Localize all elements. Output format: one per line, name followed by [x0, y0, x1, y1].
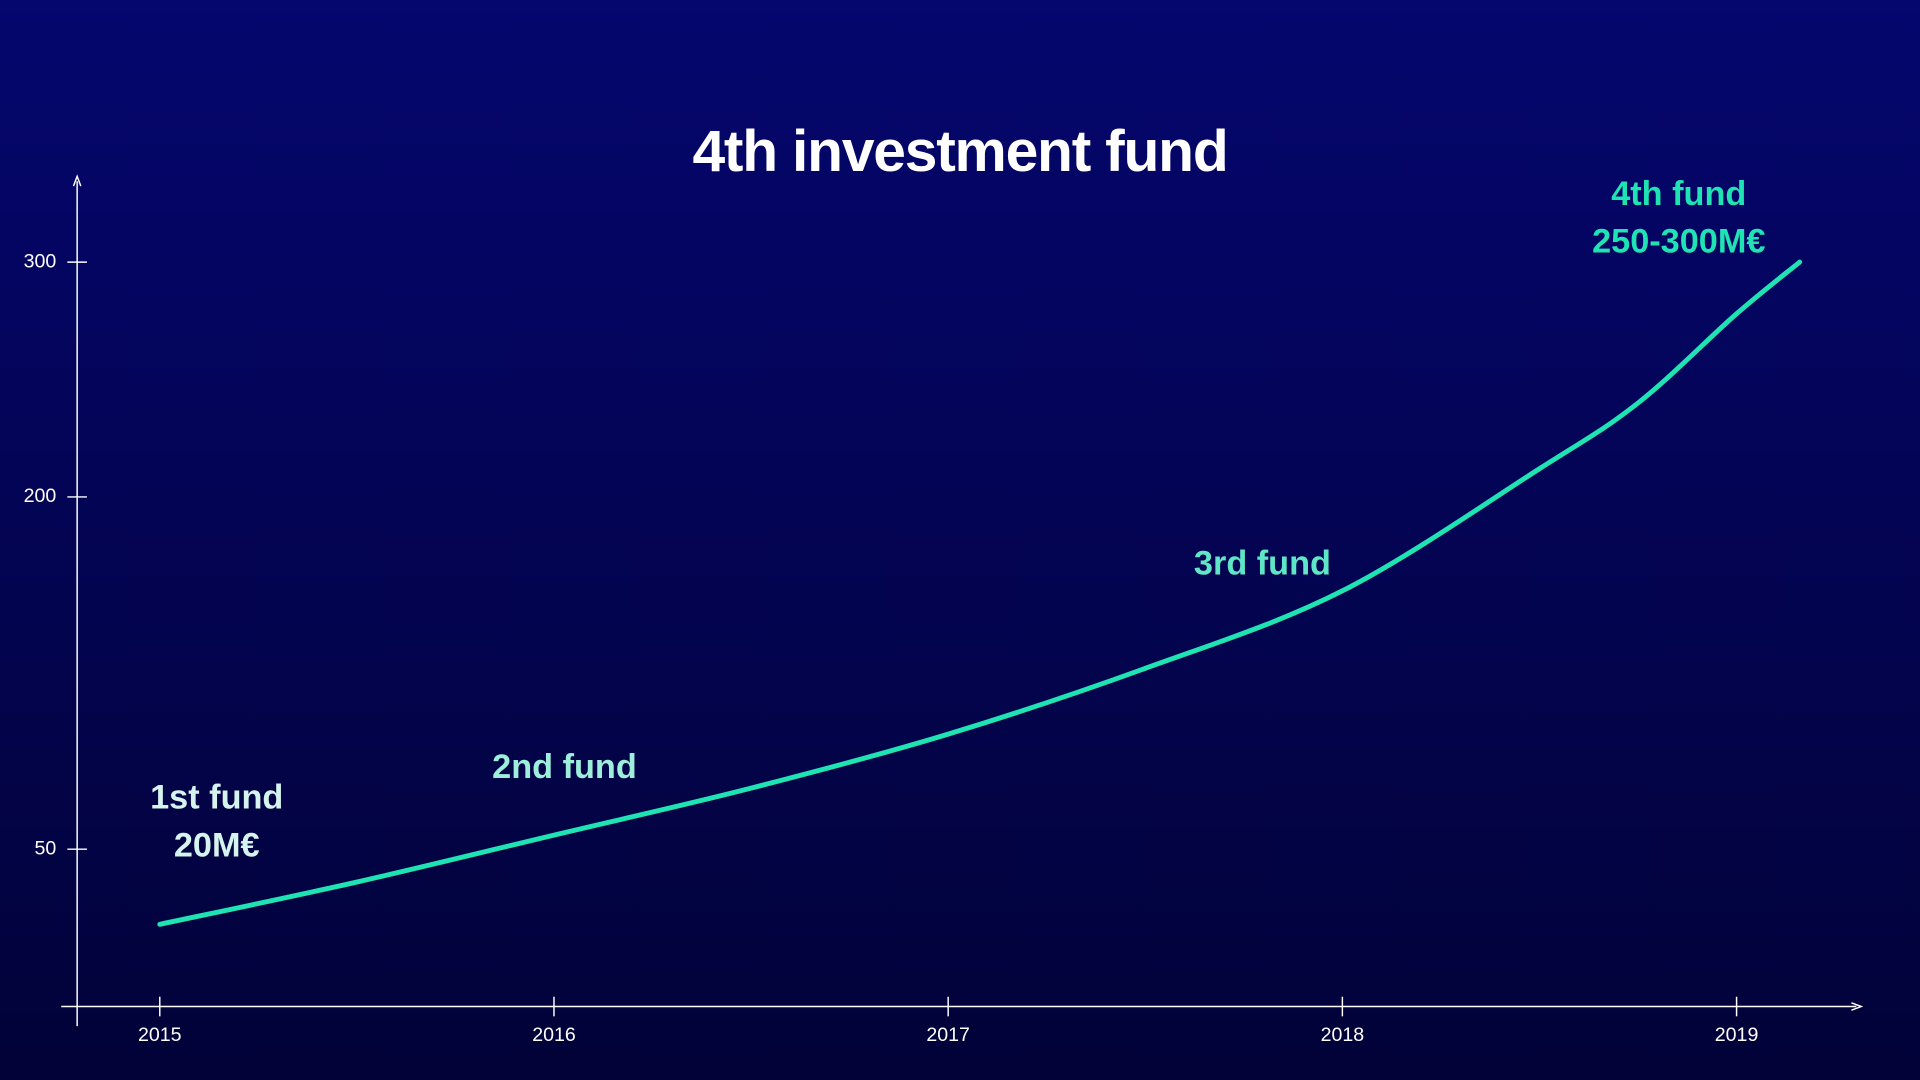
annotation-line: 250-300M€ — [1592, 223, 1765, 261]
x-tick-label: 2016 — [532, 1024, 576, 1046]
line-series — [157, 259, 1803, 927]
chart-title: 4th investment fund — [692, 119, 1227, 184]
annotation: 2nd fund — [492, 748, 637, 786]
y-tick-label: 50 — [35, 837, 57, 859]
annotation-line: 1st fund — [150, 779, 283, 817]
y-tick-label: 200 — [24, 485, 57, 507]
annotation-line: 20M€ — [174, 826, 260, 864]
annotation-line: 4th fund — [1611, 175, 1746, 213]
annotation: 3rd fund — [1194, 545, 1331, 583]
x-axis-arrow — [1851, 1002, 1864, 1011]
y-axis-arrow — [72, 174, 82, 187]
annotation: 1st fund 20M€ — [150, 779, 283, 865]
annotation-line: 2nd fund — [492, 748, 637, 786]
x-tick-label: 2018 — [1321, 1024, 1365, 1046]
annotation: 4th fund 250-300M€ — [1592, 175, 1765, 261]
x-tick-label: 2019 — [1715, 1024, 1759, 1046]
x-tick-label: 2017 — [926, 1024, 970, 1046]
x-tick-label: 2015 — [138, 1024, 182, 1046]
y-tick-label: 300 — [24, 250, 57, 272]
annotation-line: 3rd fund — [1194, 545, 1331, 583]
